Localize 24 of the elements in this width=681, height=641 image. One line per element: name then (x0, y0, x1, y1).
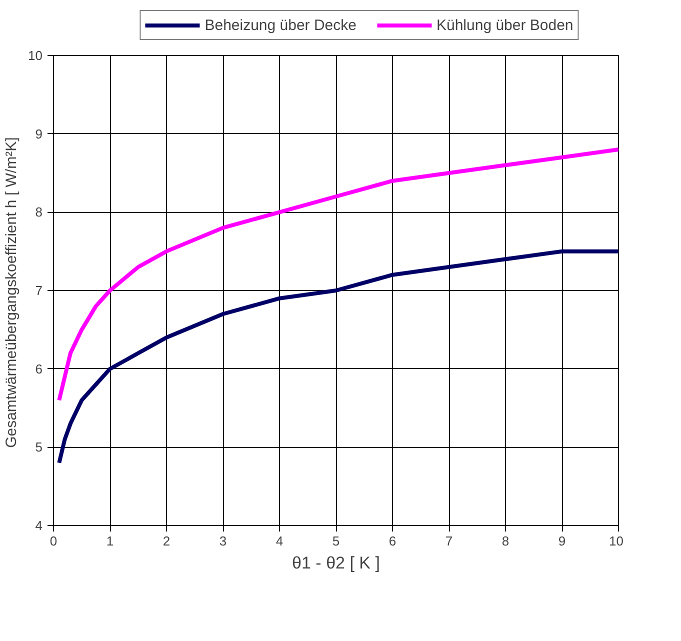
x-tick-label: 2 (162, 534, 170, 548)
x-tick-label: 6 (388, 534, 396, 548)
y-tick-label: 10 (28, 48, 43, 63)
x-tick-label: 9 (558, 534, 566, 548)
x-tick-label: 0 (50, 534, 58, 548)
line-series (57, 249, 618, 465)
legend-label: Beheizung über Decke (204, 16, 356, 34)
y-axis-title: Gesamtwärmeübergangskoeffizient h [ W/m²K] (3, 137, 20, 448)
x-tick-label: 1 (106, 534, 114, 548)
y-tick-label: 9 (35, 126, 43, 142)
line-series (57, 148, 618, 402)
y-tick-label: 4 (35, 518, 43, 533)
x-axis-title: θ1 - θ2 [ K ] (292, 554, 380, 572)
x-tick-label: 3 (219, 534, 227, 548)
x-tick-label: 5 (332, 534, 340, 548)
y-tick-label: 7 (35, 283, 43, 298)
x-tick-label: 7 (445, 534, 453, 548)
y-tick-label: 8 (35, 204, 43, 220)
x-tick-label: 4 (276, 534, 284, 548)
y-tick-label: 6 (35, 361, 43, 376)
y-tick-label: 5 (35, 440, 43, 455)
x-tick-label: 10 (609, 534, 624, 548)
legend-label: Kühlung über Boden (436, 16, 574, 34)
x-tick-label: 8 (502, 534, 510, 548)
